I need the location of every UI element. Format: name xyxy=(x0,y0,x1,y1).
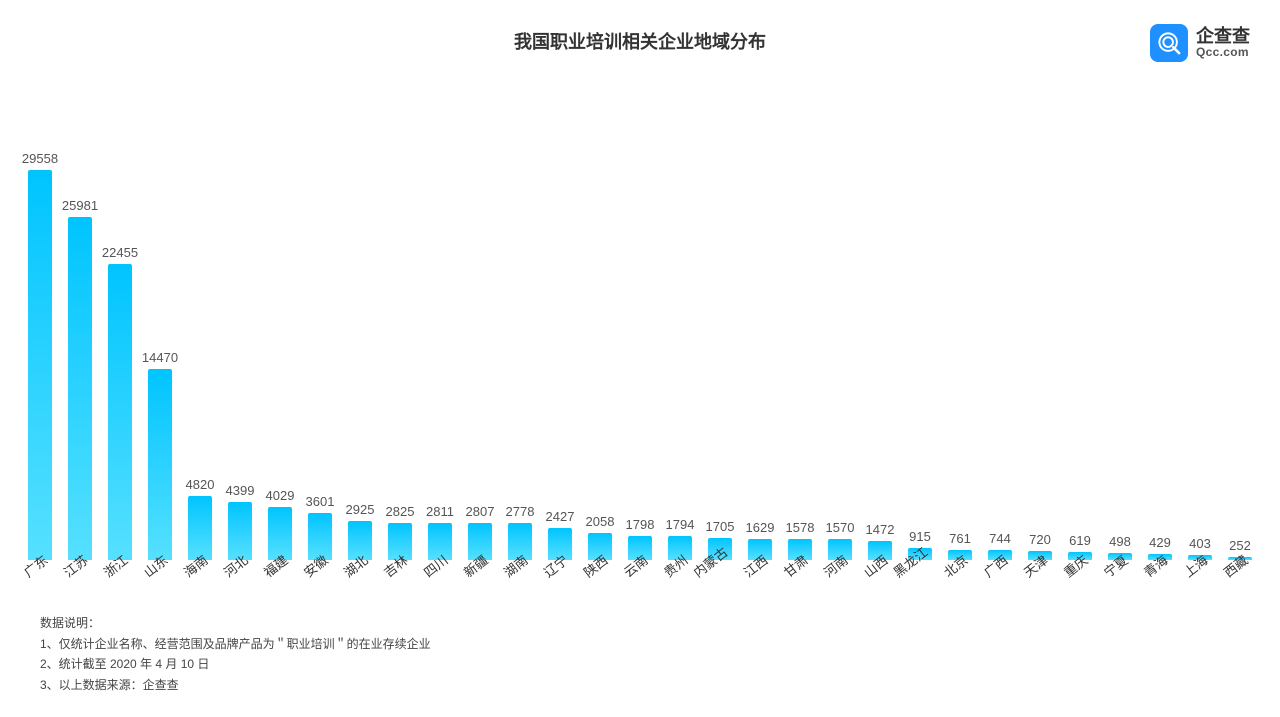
notes-line: 2、统计截至 2020 年 4 月 10 日 xyxy=(40,654,431,674)
bar-value: 744 xyxy=(989,531,1011,546)
bar-slot: 14470山东 xyxy=(140,140,180,560)
bar-slot: 498宁夏 xyxy=(1100,140,1140,560)
bar-slot: 1794贵州 xyxy=(660,140,700,560)
chart-title: 我国职业培训相关企业地域分布 xyxy=(0,28,1280,54)
bar-slot: 2778湖南 xyxy=(500,140,540,560)
bar-slot: 1578甘肃 xyxy=(780,140,820,560)
bar-slot: 1705内蒙古 xyxy=(700,140,740,560)
bar-value: 2811 xyxy=(426,504,454,519)
brand-url: Qcc.com xyxy=(1196,46,1250,59)
bar-value: 1578 xyxy=(786,520,815,535)
bar-slot: 22455浙江 xyxy=(100,140,140,560)
bar-value: 403 xyxy=(1189,536,1211,551)
bar-value: 29558 xyxy=(22,151,58,166)
bar-slot: 744广西 xyxy=(980,140,1020,560)
bar-slot: 619重庆 xyxy=(1060,140,1100,560)
bar-value: 720 xyxy=(1029,532,1051,547)
bar-value: 429 xyxy=(1149,535,1171,550)
bar-slot: 1629江西 xyxy=(740,140,780,560)
bar-slot: 761北京 xyxy=(940,140,980,560)
bar-slot: 429青海 xyxy=(1140,140,1180,560)
bar-value: 2807 xyxy=(466,504,495,519)
bar-rect xyxy=(148,369,172,560)
bar-chart: 29558广东25981江苏22455浙江14470山东4820海南4399河北… xyxy=(20,140,1260,560)
bar-value: 25981 xyxy=(62,198,98,213)
bar-value: 498 xyxy=(1109,534,1131,549)
bar-slot: 2807新疆 xyxy=(460,140,500,560)
brand-logo: 企查查 Qcc.com xyxy=(1150,24,1250,62)
bar-value: 3601 xyxy=(306,494,335,509)
bar-value: 2058 xyxy=(586,514,615,529)
bar-value: 1798 xyxy=(626,517,655,532)
bar-slot: 4029福建 xyxy=(260,140,300,560)
bar-slot: 2058陕西 xyxy=(580,140,620,560)
bar-slot: 1570河南 xyxy=(820,140,860,560)
bar-value: 2825 xyxy=(386,504,415,519)
bar-rect xyxy=(68,217,92,560)
bar-value: 2427 xyxy=(546,509,575,524)
bar-rect xyxy=(28,170,52,560)
bar-rect xyxy=(108,264,132,560)
bar-slot: 2427辽宁 xyxy=(540,140,580,560)
bar-value: 1794 xyxy=(666,517,695,532)
bar-slot: 403上海 xyxy=(1180,140,1220,560)
bar-slot: 2925湖北 xyxy=(340,140,380,560)
bar-slot: 1798云南 xyxy=(620,140,660,560)
bar-value: 2778 xyxy=(506,504,535,519)
bar-slot: 2825吉林 xyxy=(380,140,420,560)
bar-value: 761 xyxy=(949,531,971,546)
notes-line: 3、以上数据来源：企查查 xyxy=(40,675,431,695)
notes-header: 数据说明： xyxy=(40,613,431,633)
bar-value: 4820 xyxy=(186,477,215,492)
bar-value: 4029 xyxy=(266,488,295,503)
bar-slot: 252西藏 xyxy=(1220,140,1260,560)
bar-slot: 4820海南 xyxy=(180,140,220,560)
qichacha-logo-icon xyxy=(1150,24,1188,62)
bar-slot: 3601安徽 xyxy=(300,140,340,560)
bar-slot: 915黑龙江 xyxy=(900,140,940,560)
bar-value: 1629 xyxy=(746,520,775,535)
bar-slot: 29558广东 xyxy=(20,140,60,560)
bar-category-label: 西藏 xyxy=(1219,550,1251,581)
bar-value: 1705 xyxy=(706,519,735,534)
bar-value: 4399 xyxy=(226,483,255,498)
bar-value: 1570 xyxy=(826,520,855,535)
bar-slot: 1472山西 xyxy=(860,140,900,560)
bar-value: 14470 xyxy=(142,350,178,365)
bar-slot: 720天津 xyxy=(1020,140,1060,560)
notes-line: 1、仅统计企业名称、经营范围及品牌产品为＂职业培训＂的在业存续企业 xyxy=(40,634,431,654)
bar-value: 22455 xyxy=(102,245,138,260)
bar-slot: 2811四川 xyxy=(420,140,460,560)
bar-value: 2925 xyxy=(346,502,375,517)
bar-slot: 4399河北 xyxy=(220,140,260,560)
bar-value: 619 xyxy=(1069,533,1091,548)
brand-name: 企查查 xyxy=(1196,27,1250,47)
data-notes: 数据说明： 1、仅统计企业名称、经营范围及品牌产品为＂职业培训＂的在业存续企业 … xyxy=(40,613,431,695)
bar-value: 1472 xyxy=(866,522,895,537)
bar-slot: 25981江苏 xyxy=(60,140,100,560)
